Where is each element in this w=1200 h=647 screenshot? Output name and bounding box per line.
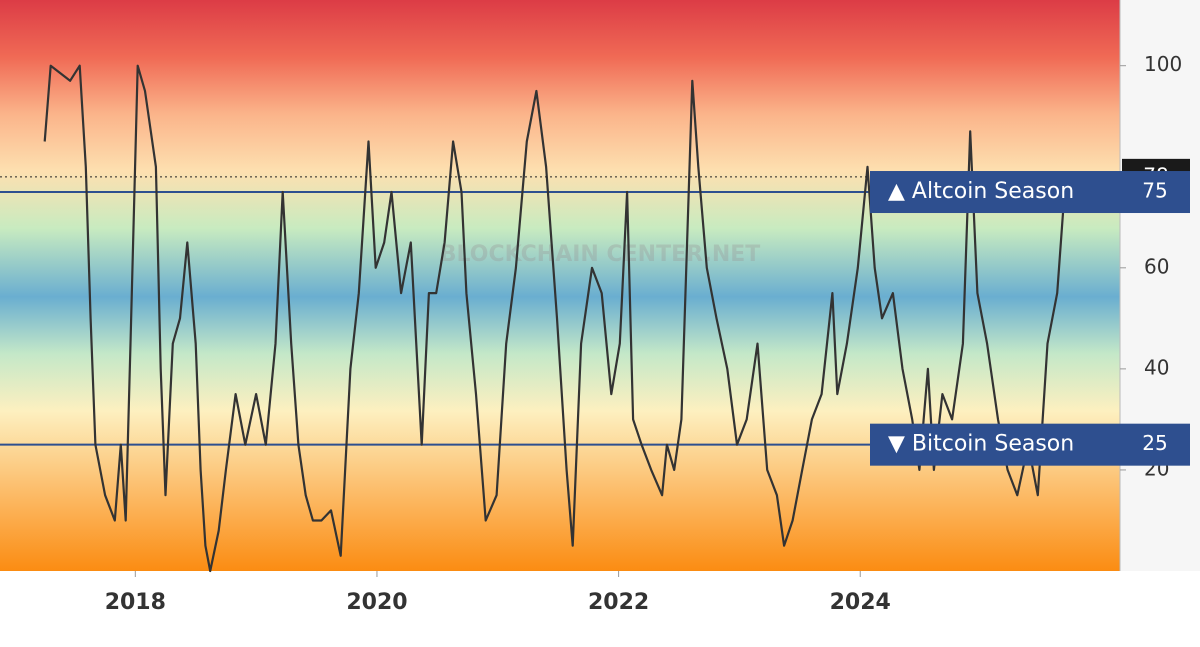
y-tick-label: 100 bbox=[1144, 52, 1182, 76]
y-tick-label: 40 bbox=[1144, 355, 1169, 379]
x-tick-label: 2022 bbox=[588, 590, 649, 615]
reference-label-box bbox=[870, 171, 1190, 214]
reference-value: 75 bbox=[1142, 179, 1167, 203]
series-line bbox=[43, 64, 1067, 573]
reference-label: ▲ Altcoin Season bbox=[888, 179, 1074, 204]
plot-background bbox=[0, 0, 1120, 571]
x-tick-label: 2018 bbox=[105, 590, 166, 615]
reference-label: ▼ Bitcoin Season bbox=[888, 432, 1074, 457]
reference-label-box bbox=[870, 423, 1190, 466]
axis-background bbox=[1120, 0, 1200, 571]
reference-value: 25 bbox=[1142, 431, 1167, 455]
watermark: BLOCKCHAIN CENTER.NET bbox=[440, 242, 761, 267]
y-tick-label: 60 bbox=[1144, 254, 1169, 278]
x-tick-label: 2024 bbox=[830, 590, 891, 615]
x-tick-label: 2020 bbox=[346, 590, 407, 615]
